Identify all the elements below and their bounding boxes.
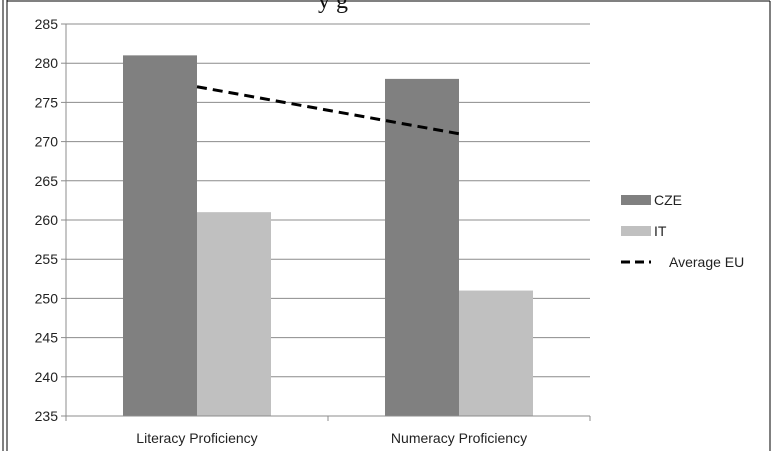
x-axis-labels: Literacy Proficiency Numeracy Proficiency <box>65 416 591 446</box>
y-axis-ticks: 235 240 245 250 255 260 265 270 275 280 285 <box>35 16 66 424</box>
bar-cze-0 <box>123 55 197 417</box>
y-tick-label: 275 <box>35 94 59 110</box>
bars <box>123 55 533 417</box>
x-category-label: Literacy Proficiency <box>136 430 257 446</box>
legend-label: Average EU <box>669 254 744 270</box>
title-fragment: y g <box>318 0 348 14</box>
y-tick-label: 260 <box>35 212 59 228</box>
legend-swatch <box>621 195 651 205</box>
y-tick-label: 270 <box>35 134 59 150</box>
y-tick-label: 265 <box>35 173 59 189</box>
bar-it-0 <box>197 212 271 416</box>
y-tick-label: 285 <box>35 16 59 32</box>
bar-cze-1 <box>385 78 459 416</box>
y-tick-label: 280 <box>35 55 59 71</box>
y-tick-label: 255 <box>35 251 59 267</box>
average-line <box>196 85 460 136</box>
y-tick-label: 240 <box>35 369 59 385</box>
legend-label: IT <box>654 223 667 239</box>
x-category-label: Numeracy Proficiency <box>391 430 527 446</box>
bar-it-1 <box>459 290 533 416</box>
line-average-eu <box>196 85 460 136</box>
y-tick-label: 235 <box>35 408 59 424</box>
legend-label: CZE <box>654 192 682 208</box>
y-tick-label: 250 <box>35 290 59 306</box>
y-tick-label: 245 <box>35 330 59 346</box>
legend-swatch <box>621 226 651 236</box>
